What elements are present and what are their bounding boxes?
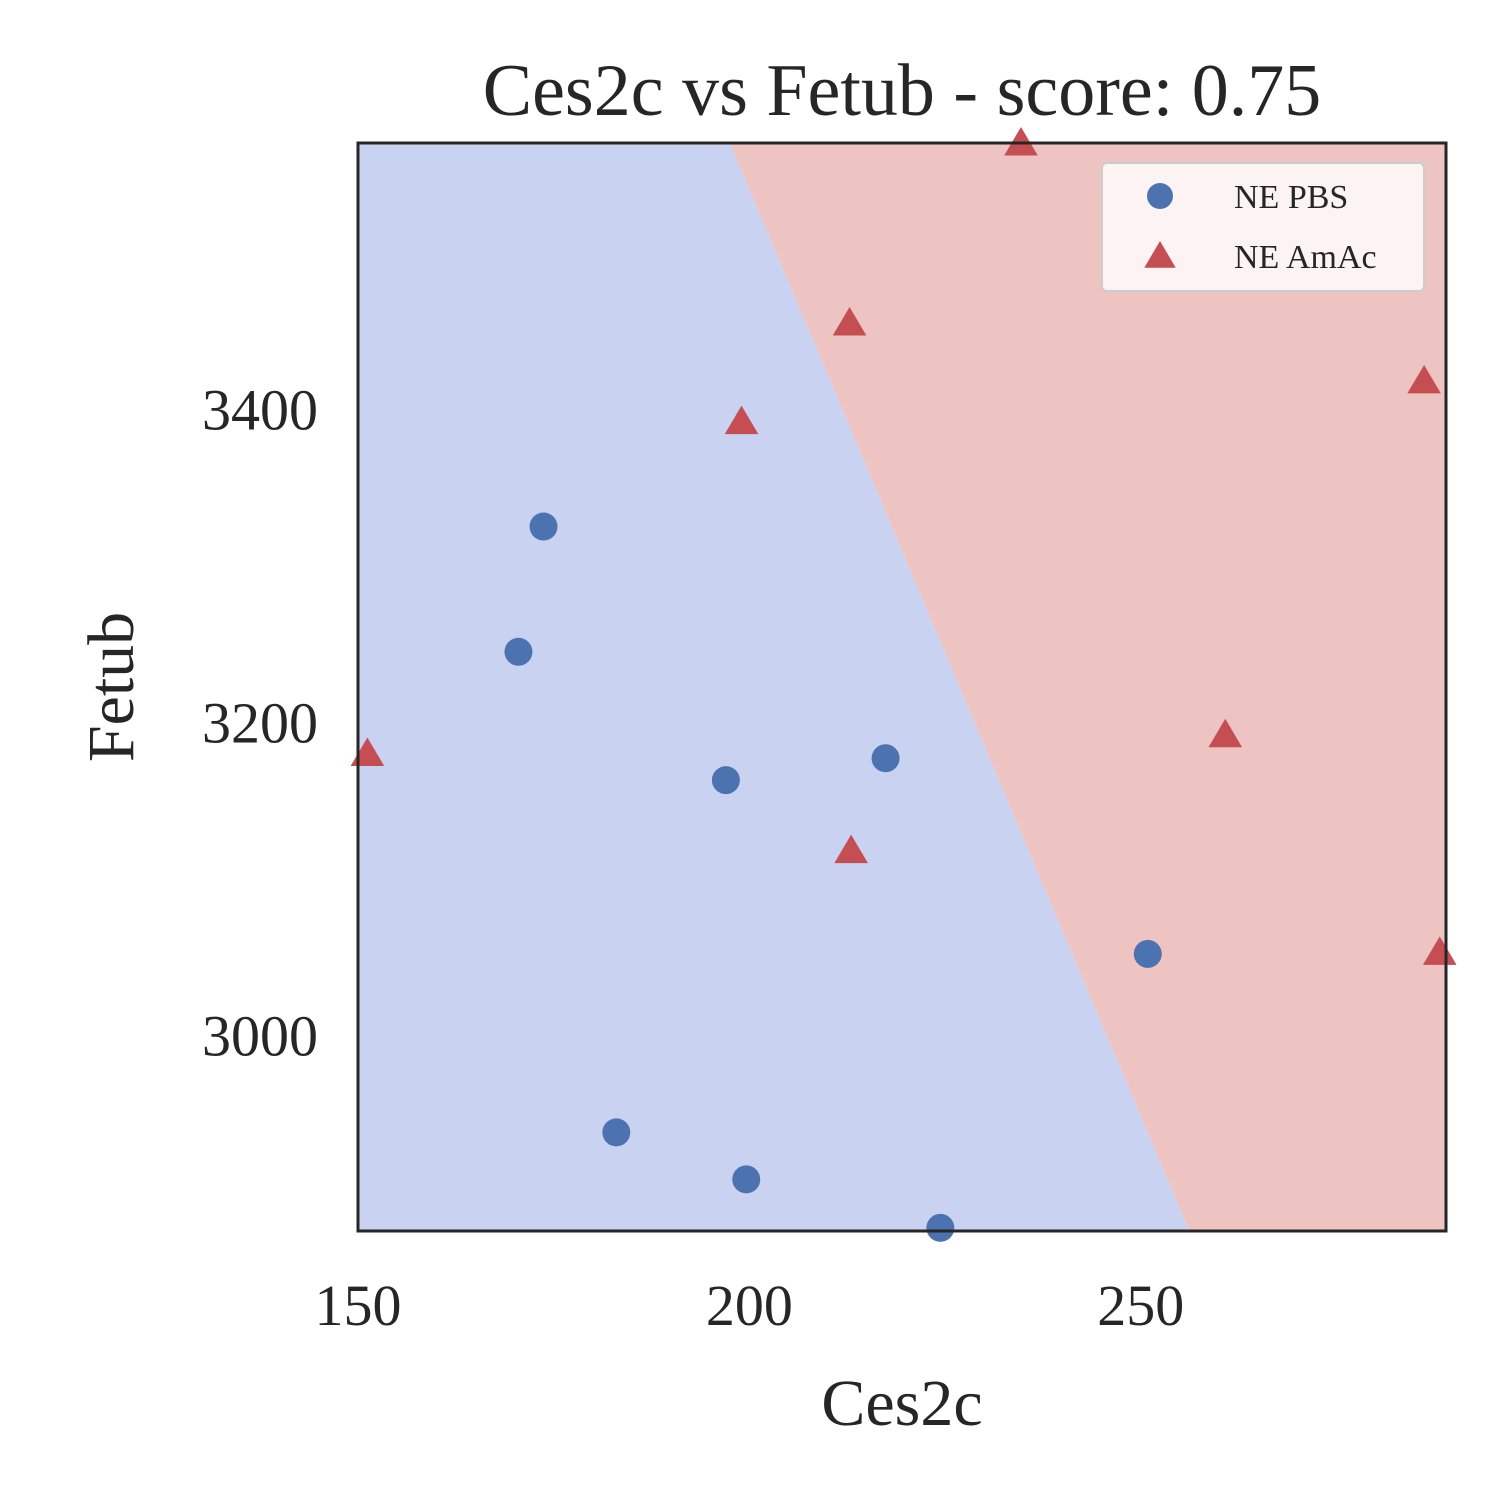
- legend-box: [1101, 162, 1425, 292]
- x-axis-label: Ces2c: [821, 1367, 982, 1440]
- point-ne-amac: [834, 834, 868, 864]
- legend-label-ne-pbs: NE PBS: [1234, 179, 1348, 216]
- y-tick-label: 3000: [202, 1004, 318, 1069]
- x-tick-label: 200: [706, 1273, 793, 1338]
- point-ne-pbs: [529, 512, 558, 541]
- x-axis-ticks: 150 200 250: [315, 1273, 1185, 1338]
- legend-label-ne-amac: NE AmAc: [1234, 239, 1377, 276]
- point-ne-amac: [724, 405, 759, 435]
- region-ne-amac: [729, 143, 1446, 1231]
- region-ne-pbs: [358, 143, 1190, 1231]
- legend: NE PBS NE AmAc: [1101, 162, 1425, 292]
- decision-regions: [358, 143, 1446, 1231]
- data-points: [350, 127, 1457, 1242]
- point-ne-amac: [1407, 364, 1441, 394]
- x-tick-label: 150: [315, 1273, 402, 1338]
- point-ne-pbs: [1133, 939, 1162, 968]
- legend-marker-ne-pbs: [1147, 183, 1173, 209]
- y-axis-label: Fetub: [75, 612, 148, 762]
- y-axis-ticks: 3000 3200 3400: [202, 377, 318, 1068]
- point-ne-pbs: [871, 744, 900, 773]
- chart-title: Ces2c vs Fetub - score: 0.75: [483, 50, 1322, 132]
- point-ne-pbs: [926, 1213, 955, 1242]
- x-tick-label: 250: [1097, 1273, 1184, 1338]
- legend-marker-ne-amac: [1144, 241, 1176, 268]
- point-ne-amac: [832, 307, 867, 336]
- point-ne-pbs: [602, 1118, 631, 1147]
- point-ne-amac: [1422, 936, 1457, 965]
- point-ne-pbs: [711, 766, 740, 795]
- y-tick-label: 3400: [202, 377, 318, 442]
- point-ne-amac: [1208, 718, 1243, 748]
- point-ne-pbs: [732, 1165, 761, 1194]
- point-ne-amac: [1004, 127, 1038, 156]
- plot-frame: [356, 141, 1448, 1233]
- point-ne-pbs: [504, 637, 533, 666]
- y-tick-label: 3200: [202, 691, 318, 756]
